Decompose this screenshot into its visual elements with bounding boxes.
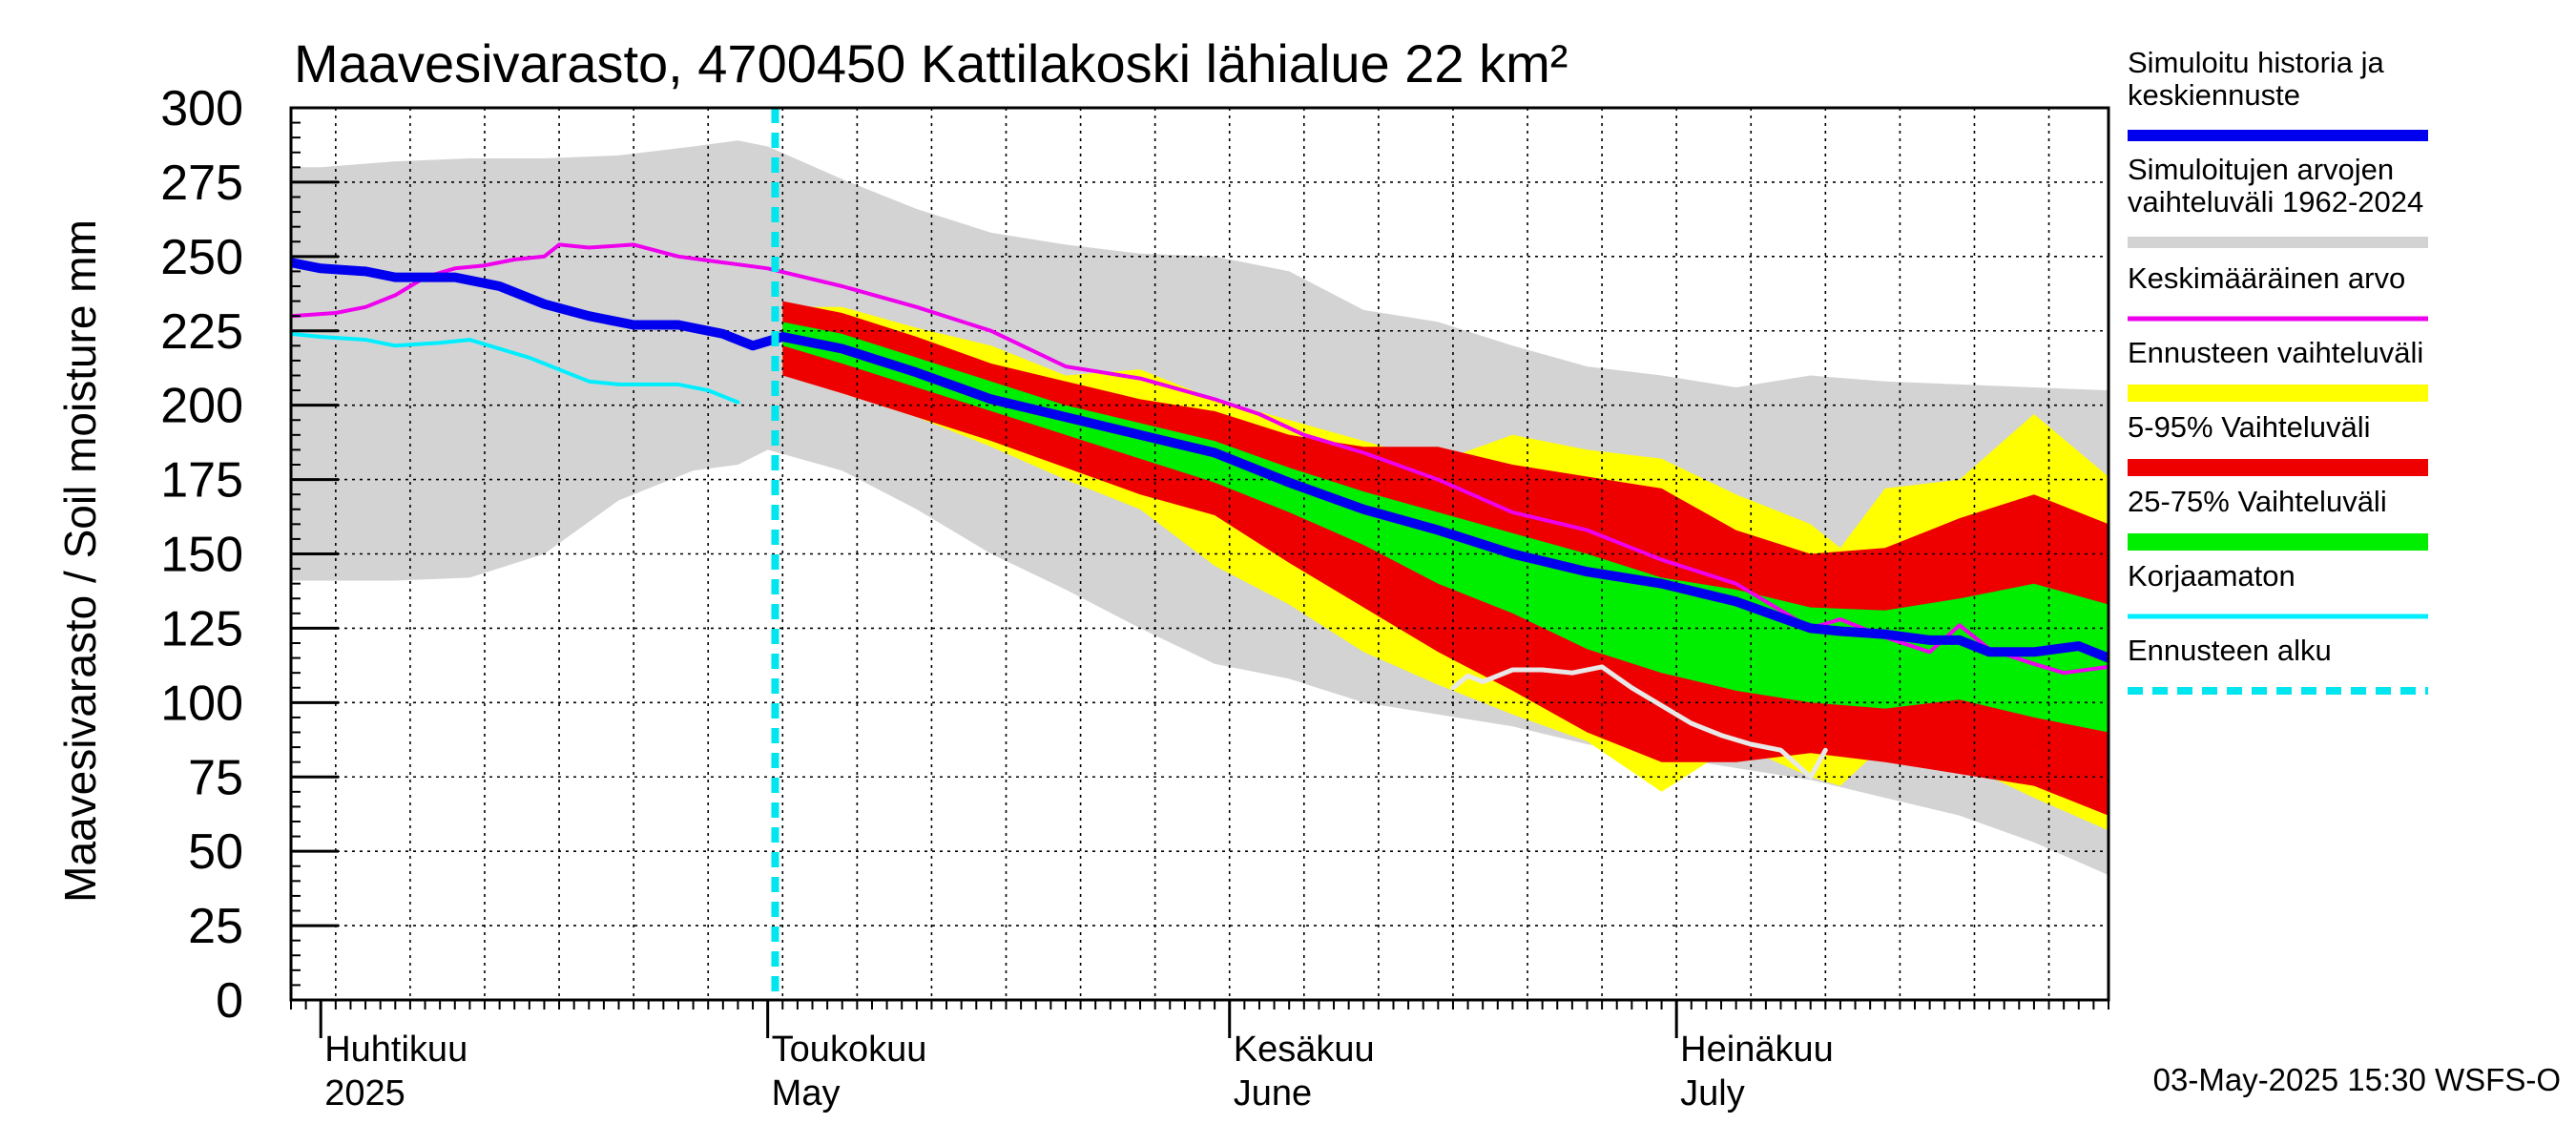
month-label-fi: Heinäkuu [1680,1030,1834,1070]
timestamp-footer: 03-May-2025 15:30 WSFS-O [2153,1062,2561,1097]
y-tick-label: 300 [160,81,243,136]
month-label-en: May [772,1073,841,1114]
series-line-white-line [1450,664,1828,780]
y-tick-label: 100 [160,676,243,731]
legend-item-p25-75: 25-75% Vaihteluväli [2128,485,2428,551]
legend-label: Keskimääräinen arvo [2128,261,2405,295]
y-tick-label: 275 [160,156,243,211]
band-layer [291,140,2109,876]
month-label-fi: Toukokuu [772,1030,927,1070]
legend-item-mean: Keskimääräinen arvo [2128,261,2428,322]
y-tick-label: 175 [160,453,243,509]
month-label-fi: Huhtikuu [324,1030,467,1070]
y-tick-label: 200 [160,379,243,434]
series-line-history [291,258,2109,663]
legend-label: 25-75% Vaihteluväli [2128,485,2387,518]
y-tick-label: 225 [160,304,243,360]
y-tick-label: 150 [160,528,243,583]
legend-label: Ennusteen alku [2128,634,2332,667]
line-layer [291,108,2109,1000]
legend-label: Ennusteen vaihteluväli [2128,336,2423,369]
y-axis-label: Maavesivarasto / Soil moisture mm [55,219,105,903]
month-label-en: July [1680,1073,1745,1114]
y-tick-label: 0 [216,973,243,1029]
legend-label: 5-95% Vaihteluväli [2128,410,2370,444]
legend-label: Simuloitu historia ja [2128,46,2385,79]
month-label-en: June [1234,1073,1312,1114]
legend-item-forecast-range: Ennusteen vaihteluväli [2128,336,2428,402]
legend-label: Korjaamaton [2128,559,2296,593]
y-tick-label: 25 [188,899,243,954]
series-line-uncorrected [291,331,740,405]
chart-title: Maavesivarasto, 4700450 Kattilakoski läh… [294,33,1568,94]
y-tick-label: 250 [160,230,243,285]
legend-item-forecast-start: Ennusteen alku [2128,634,2428,695]
grid-layer [291,108,2109,1000]
legend-label-line2: vaihteluväli 1962-2024 [2128,185,2423,219]
y-tick-label: 75 [188,750,243,805]
legend-label-line2: keskiennuste [2128,78,2300,112]
y-tick-label: 50 [188,824,243,880]
legend-item-p5-95: 5-95% Vaihteluväli [2128,410,2428,476]
legend-item-uncorrected: Korjaamaton [2128,559,2428,619]
legend-label: Simuloitujen arvojen [2128,153,2394,186]
legend: Simuloitu historia jakeskiennusteSimuloi… [2128,46,2428,695]
y-tick-label: 125 [160,601,243,656]
month-label-en: 2025 [324,1073,405,1114]
month-label-fi: Kesäkuu [1234,1030,1375,1070]
y-axis: 0 25 50 75 100 125 150 175 200 225 250 275 300 [160,81,339,1029]
